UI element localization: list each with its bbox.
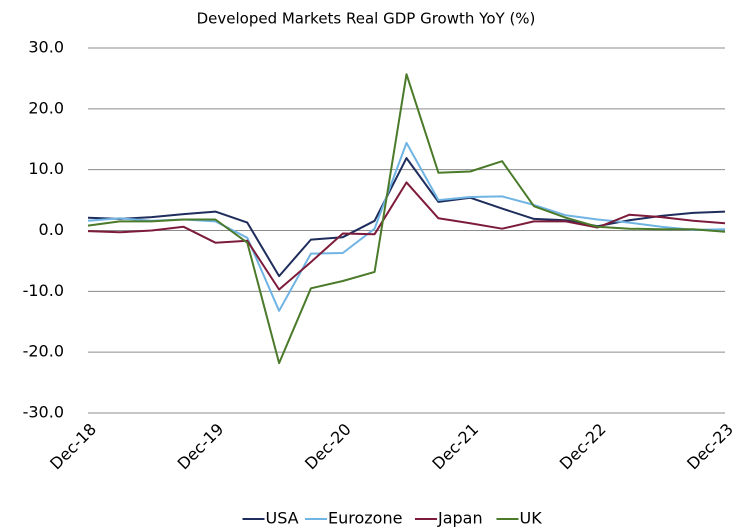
series-line <box>87 181 726 291</box>
y-tick-label: 20.0 <box>28 98 64 117</box>
y-tick-label: 0.0 <box>39 220 64 239</box>
x-tick-label: Dec-22 <box>556 420 610 474</box>
y-tick-label: -30.0 <box>23 403 64 422</box>
x-tick-label: Dec-21 <box>428 420 482 474</box>
y-tick-label: -10.0 <box>23 281 64 300</box>
legend-label: Japan <box>437 509 483 528</box>
chart-title: Developed Markets Real GDP Growth YoY (%… <box>197 10 536 28</box>
x-tick-label: Dec-20 <box>301 420 355 474</box>
x-tick-label: Dec-19 <box>174 420 228 474</box>
y-tick-label: 30.0 <box>28 38 64 57</box>
x-tick-label: Dec-18 <box>46 420 100 474</box>
series-line <box>87 157 726 278</box>
y-tick-label: 10.0 <box>28 159 64 178</box>
legend-label: USA <box>266 509 299 528</box>
legend-label: UK <box>520 509 543 528</box>
legend-label: Eurozone <box>328 509 402 528</box>
x-tick-label: Dec-23 <box>683 420 732 474</box>
series-line <box>87 73 726 365</box>
y-tick-label: -20.0 <box>23 342 64 361</box>
